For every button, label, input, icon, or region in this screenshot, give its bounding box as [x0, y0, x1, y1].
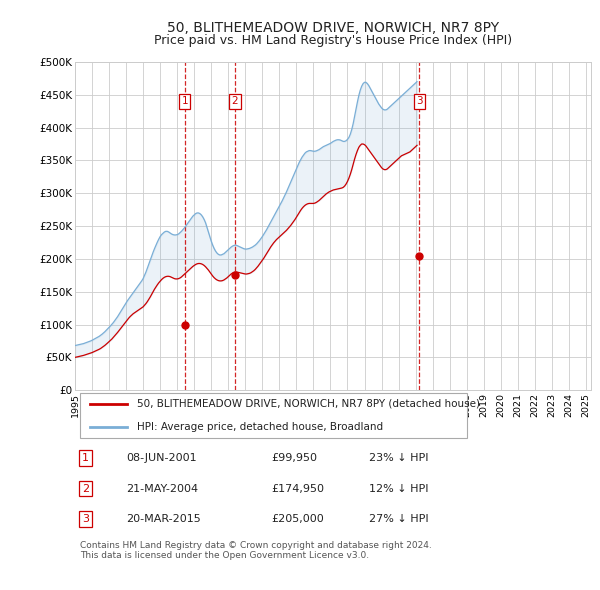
Text: 12% ↓ HPI: 12% ↓ HPI	[369, 484, 428, 494]
Text: £99,950: £99,950	[271, 453, 317, 463]
Text: £174,950: £174,950	[271, 484, 324, 494]
Text: 50, BLITHEMEADOW DRIVE, NORWICH, NR7 8PY (detached house): 50, BLITHEMEADOW DRIVE, NORWICH, NR7 8PY…	[137, 399, 480, 409]
Text: 3: 3	[82, 514, 89, 525]
Text: 2: 2	[232, 96, 238, 106]
Text: 27% ↓ HPI: 27% ↓ HPI	[369, 514, 429, 525]
Text: 50, BLITHEMEADOW DRIVE, NORWICH, NR7 8PY: 50, BLITHEMEADOW DRIVE, NORWICH, NR7 8PY	[167, 21, 499, 35]
Text: 1: 1	[82, 453, 89, 463]
Text: 23% ↓ HPI: 23% ↓ HPI	[369, 453, 428, 463]
Text: 20-MAR-2015: 20-MAR-2015	[127, 514, 202, 525]
Text: Contains HM Land Registry data © Crown copyright and database right 2024.
This d: Contains HM Land Registry data © Crown c…	[80, 540, 432, 560]
Text: Price paid vs. HM Land Registry's House Price Index (HPI): Price paid vs. HM Land Registry's House …	[154, 34, 512, 47]
FancyBboxPatch shape	[80, 393, 467, 438]
Text: 2: 2	[82, 484, 89, 494]
Text: 3: 3	[416, 96, 422, 106]
Text: £205,000: £205,000	[271, 514, 324, 525]
Text: HPI: Average price, detached house, Broadland: HPI: Average price, detached house, Broa…	[137, 422, 383, 432]
Text: 08-JUN-2001: 08-JUN-2001	[127, 453, 197, 463]
Text: 1: 1	[181, 96, 188, 106]
Text: 21-MAY-2004: 21-MAY-2004	[127, 484, 199, 494]
